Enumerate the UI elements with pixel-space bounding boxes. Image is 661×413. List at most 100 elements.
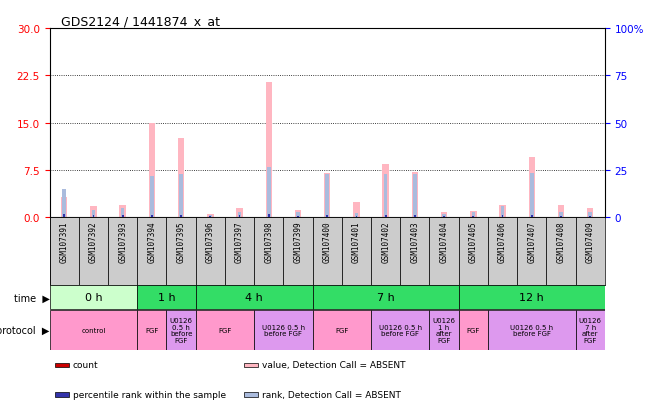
Bar: [383, 164, 389, 218]
Bar: [430, 310, 459, 350]
Bar: [401, 218, 430, 285]
Text: GSM107397: GSM107397: [235, 221, 244, 263]
Text: time  ▶: time ▶: [14, 292, 50, 303]
Bar: [296, 213, 299, 218]
Text: protocol  ▶: protocol ▶: [0, 325, 50, 335]
Bar: [120, 205, 126, 218]
Text: control: control: [81, 327, 106, 333]
Text: GSM107407: GSM107407: [527, 221, 536, 263]
Bar: [558, 205, 564, 218]
Bar: [239, 216, 241, 218]
Bar: [325, 175, 329, 218]
Bar: [560, 217, 562, 218]
Bar: [590, 217, 591, 218]
Bar: [90, 206, 97, 218]
Bar: [488, 218, 517, 285]
Text: value, Detection Call = ABSENT: value, Detection Call = ABSENT: [262, 361, 405, 370]
Bar: [530, 174, 533, 218]
Bar: [324, 174, 330, 218]
Bar: [473, 217, 474, 218]
Bar: [501, 206, 504, 218]
Bar: [284, 218, 313, 285]
Bar: [327, 215, 328, 218]
Bar: [547, 218, 576, 285]
Bar: [267, 167, 270, 218]
Bar: [313, 310, 371, 350]
Bar: [178, 139, 184, 218]
Bar: [55, 363, 69, 368]
Text: GSM107408: GSM107408: [557, 221, 565, 263]
Bar: [238, 213, 241, 218]
Bar: [196, 218, 225, 285]
Text: U0126
0.5 h
before
FGF: U0126 0.5 h before FGF: [170, 318, 192, 343]
Text: FGF: FGF: [335, 327, 348, 333]
Text: U0126
7 h
after
FGF: U0126 7 h after FGF: [578, 318, 602, 343]
Bar: [196, 286, 313, 309]
Bar: [268, 215, 270, 218]
Text: GSM107394: GSM107394: [147, 221, 157, 263]
Bar: [355, 214, 358, 218]
Bar: [297, 217, 299, 218]
Bar: [313, 218, 342, 285]
Bar: [237, 208, 243, 218]
Bar: [151, 216, 153, 218]
Text: U0126 0.5 h
before FGF: U0126 0.5 h before FGF: [510, 324, 553, 337]
Text: 1 h: 1 h: [158, 292, 175, 303]
Bar: [167, 310, 196, 350]
Text: GSM107402: GSM107402: [381, 221, 390, 263]
Bar: [442, 215, 446, 218]
Bar: [459, 218, 488, 285]
Bar: [254, 310, 313, 350]
Bar: [459, 286, 605, 309]
Text: GSM107392: GSM107392: [89, 221, 98, 263]
Bar: [62, 190, 66, 218]
Text: GSM107409: GSM107409: [586, 221, 595, 263]
Bar: [499, 205, 506, 218]
Bar: [576, 218, 605, 285]
Text: rank, Detection Call = ABSENT: rank, Detection Call = ABSENT: [262, 390, 401, 399]
Bar: [179, 175, 183, 218]
Text: GSM107399: GSM107399: [293, 221, 303, 263]
Text: 4 h: 4 h: [245, 292, 263, 303]
Bar: [371, 218, 401, 285]
Bar: [414, 215, 416, 218]
Bar: [385, 215, 387, 218]
Bar: [150, 177, 153, 218]
Bar: [210, 217, 211, 218]
Text: FGF: FGF: [218, 327, 231, 333]
Bar: [137, 218, 167, 285]
Text: FGF: FGF: [145, 327, 159, 333]
Bar: [92, 210, 95, 218]
Bar: [412, 173, 418, 218]
Bar: [587, 208, 594, 218]
Bar: [559, 213, 563, 218]
Bar: [50, 286, 137, 309]
Bar: [209, 216, 212, 218]
Text: GSM107403: GSM107403: [410, 221, 419, 263]
Text: percentile rank within the sample: percentile rank within the sample: [73, 390, 226, 399]
Text: 12 h: 12 h: [520, 292, 544, 303]
Bar: [196, 310, 254, 350]
Bar: [576, 310, 605, 350]
Text: GSM107401: GSM107401: [352, 221, 361, 263]
Bar: [137, 286, 196, 309]
Text: GSM107391: GSM107391: [59, 221, 69, 263]
Bar: [50, 218, 79, 285]
Bar: [121, 208, 124, 218]
Bar: [244, 363, 258, 368]
Bar: [50, 310, 137, 350]
Bar: [470, 211, 477, 218]
Bar: [149, 123, 155, 218]
Bar: [413, 175, 416, 218]
Bar: [356, 217, 358, 218]
Text: 0 h: 0 h: [85, 292, 102, 303]
Bar: [502, 216, 504, 218]
Bar: [63, 215, 65, 218]
Bar: [55, 392, 69, 396]
Bar: [588, 213, 592, 218]
Bar: [342, 218, 371, 285]
Text: U0126
1 h
after
FGF: U0126 1 h after FGF: [432, 318, 455, 343]
Bar: [93, 216, 95, 218]
Bar: [459, 310, 488, 350]
Bar: [254, 218, 284, 285]
